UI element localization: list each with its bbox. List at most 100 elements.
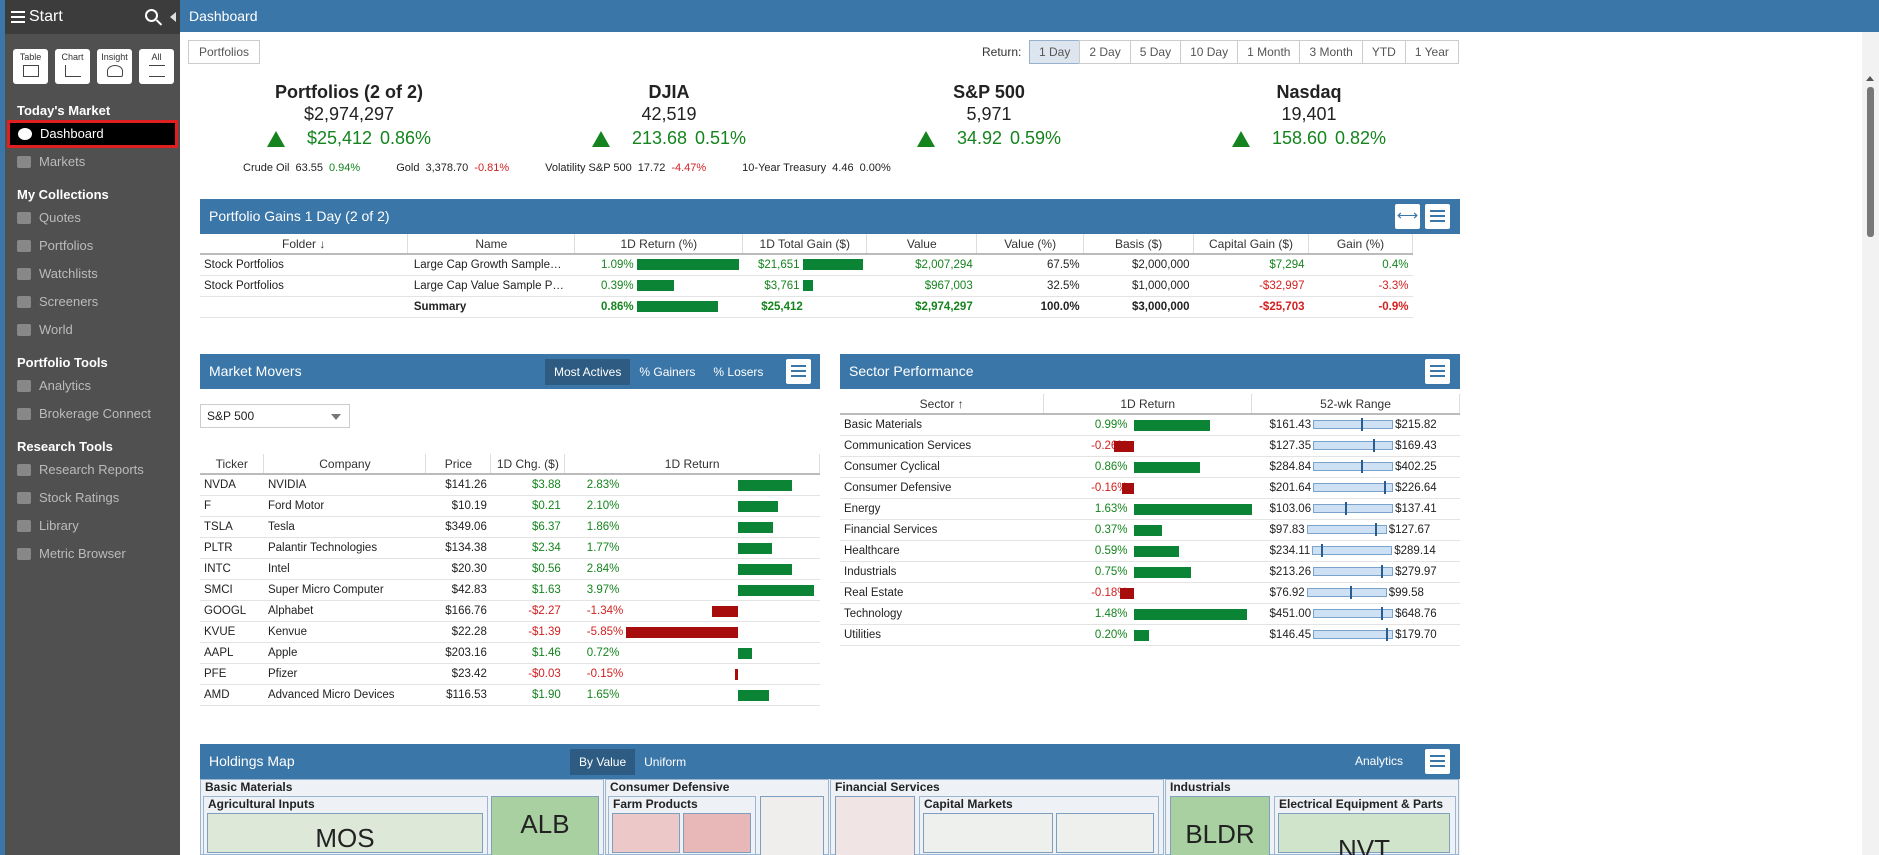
scrollbar-thumb[interactable] [1867, 87, 1874, 237]
all-view-button[interactable]: All [139, 49, 174, 84]
treemap-subgroup[interactable]: Farm Products [608, 796, 756, 855]
treemap-tile[interactable] [923, 813, 1053, 853]
table-row[interactable]: TSLA Tesla $349.06 $6.37 1.86% [200, 516, 820, 538]
menu-icon[interactable] [786, 359, 811, 384]
ticker-cell[interactable]: NVDA [200, 474, 264, 496]
commodity-volatility[interactable]: Volatility S&P 500 17.72 -4.47% [545, 162, 707, 174]
table-row[interactable]: PLTR Palantir Technologies $134.38 $2.34 1.7… [200, 537, 820, 559]
treemap-tile[interactable]: BLDR [1170, 796, 1270, 855]
treemap-tile[interactable] [835, 796, 915, 855]
summary-portfolios[interactable]: Portfolios (2 of 2) $2,974,297 $25,412 0.… [219, 82, 479, 149]
table-row[interactable]: AAPL Apple $203.16 $1.46 0.72% [200, 642, 820, 664]
menu-icon[interactable] [1425, 749, 1450, 774]
sidebar-item-dashboard[interactable]: Dashboard [7, 120, 178, 148]
return-3-month-button[interactable]: 3 Month [1299, 40, 1363, 64]
return-10-day-button[interactable]: 10 Day [1180, 40, 1239, 64]
table-row[interactable]: NVDA NVIDIA $141.26 $3.88 2.83% [200, 474, 820, 496]
table-row[interactable]: Energy 1.63% $103.06 $137.41 [840, 498, 1460, 520]
sidebar-item-screeners[interactable]: Screeners [5, 288, 180, 316]
summary-djia[interactable]: DJIA 42,519 213.68 0.51% [539, 82, 799, 149]
ticker-cell[interactable]: INTC [200, 558, 264, 580]
table-row[interactable]: SMCI Super Micro Computer $42.83 $1.63 3.97% [200, 579, 820, 601]
sector-name-cell[interactable]: Energy [840, 498, 1044, 520]
return-5-day-button[interactable]: 5 Day [1129, 40, 1182, 64]
summary-nasdaq[interactable]: Nasdaq 19,401 158.60 0.82% [1179, 82, 1439, 149]
col-ticker[interactable]: Ticker [200, 454, 265, 475]
ticker-cell[interactable]: SMCI [200, 579, 264, 601]
sector-name-cell[interactable]: Real Estate [840, 582, 1044, 604]
table-row[interactable]: Communication Services -0.26% $127.35 $169.… [840, 435, 1460, 457]
treemap-tile[interactable] [760, 796, 824, 855]
table-row[interactable]: KVUE Kenvue $22.28 -$1.39 -5.85% [200, 621, 820, 643]
table-row[interactable]: F Ford Motor $10.19 $0.21 2.10% [200, 495, 820, 517]
treemap-tile[interactable] [1056, 813, 1154, 853]
col-1d-return[interactable]: 1D Return [1043, 394, 1253, 415]
menu-icon[interactable] [1425, 359, 1450, 384]
sector-name-cell[interactable]: Financial Services [840, 519, 1044, 541]
tab-pct-gainers[interactable]: % Gainers [639, 365, 696, 379]
summary-sp500[interactable]: S&P 500 5,971 34.92 0.59% [859, 82, 1119, 149]
col-name[interactable]: Name [407, 234, 576, 255]
sidebar-title[interactable]: Start [29, 8, 63, 25]
col-sector[interactable]: Sector ↑ [840, 394, 1045, 415]
sidebar-item-stock-ratings[interactable]: Stock Ratings [5, 484, 180, 512]
expand-icon[interactable]: ⟷ [1395, 204, 1420, 229]
table-row[interactable]: Consumer Defensive -0.16% $201.64 $226.64 [840, 477, 1460, 499]
col-basis[interactable]: Basis ($) [1083, 234, 1195, 255]
tab-by-value[interactable]: By Value [570, 749, 636, 775]
table-row[interactable]: AMD Advanced Micro Devices $116.53 $1.90 1.6… [200, 684, 820, 706]
table-row[interactable]: Healthcare 0.59% $234.11 $289.14 [840, 540, 1460, 562]
treemap-subgroup[interactable]: Agricultural Inputs MOS [203, 796, 488, 855]
sector-name-cell[interactable]: Utilities [840, 624, 1044, 646]
table-row[interactable]: GOOGL Alphabet $166.76 -$2.27 -1.34% [200, 600, 820, 622]
tab-most-actives[interactable]: Most Actives [545, 359, 631, 385]
tab-uniform[interactable]: Uniform [644, 755, 687, 769]
vertical-scrollbar[interactable] [1862, 32, 1879, 855]
sidebar-item-library[interactable]: Library [5, 512, 180, 540]
return-1-year-button[interactable]: 1 Year [1404, 40, 1459, 64]
sector-name-cell[interactable]: Consumer Cyclical [840, 456, 1044, 478]
tab-pct-losers[interactable]: % Losers [713, 365, 764, 379]
collapse-sidebar-icon[interactable] [170, 12, 176, 22]
col-1d-total-gain[interactable]: 1D Total Gain ($) [742, 234, 868, 255]
treemap-tile[interactable]: MOS [207, 813, 483, 853]
sidebar-item-watchlists[interactable]: Watchlists [5, 260, 180, 288]
scroll-up-icon[interactable] [1866, 76, 1874, 81]
col-1d-return[interactable]: 1D Return [564, 454, 820, 475]
treemap-tile[interactable]: NVT [1278, 813, 1450, 855]
commodity-10yr-treasury[interactable]: 10-Year Treasury 4.46 0.00% [742, 162, 891, 174]
index-select[interactable]: S&P 500 [200, 404, 350, 428]
commodity-crude-oil[interactable]: Crude Oil 63.55 0.94% [243, 162, 361, 174]
sidebar-item-quotes[interactable]: Quotes [5, 204, 180, 232]
table-row[interactable]: Stock Portfolios Large Cap Value Sample … [200, 275, 1413, 297]
treemap-group[interactable]: Financial Services Capital Markets [830, 779, 1164, 855]
return-1-day-button[interactable]: 1 Day [1029, 40, 1081, 64]
ticker-cell[interactable]: KVUE [200, 621, 264, 643]
table-view-button[interactable]: Table [13, 49, 48, 84]
sector-name-cell[interactable]: Communication Services [840, 435, 1044, 457]
treemap-subgroup[interactable]: Electrical Equipment & Parts NVT [1274, 796, 1456, 855]
treemap-group[interactable]: Consumer Defensive Farm Products [605, 779, 829, 855]
sector-name-cell[interactable]: Technology [840, 603, 1044, 625]
table-row[interactable]: Stock Portfolios Large Cap Growth Sample… [200, 254, 1413, 276]
hamburger-menu-icon[interactable] [11, 11, 25, 23]
col-folder[interactable]: Folder ↓ [200, 234, 409, 255]
search-icon[interactable] [145, 9, 158, 22]
treemap-group[interactable]: Industrials BLDR Electrical Equipment & … [1165, 779, 1459, 855]
table-row[interactable]: Utilities 0.20% $146.45 $179.70 [840, 624, 1460, 646]
table-row[interactable]: Financial Services 0.37% $97.83 $127.67 [840, 519, 1460, 541]
sector-name-cell[interactable]: Consumer Defensive [840, 477, 1044, 499]
table-row[interactable]: Technology 1.48% $451.00 $648.76 [840, 603, 1460, 625]
treemap-tile[interactable] [683, 813, 751, 853]
return-1-month-button[interactable]: 1 Month [1237, 40, 1301, 64]
sidebar-item-portfolios[interactable]: Portfolios [5, 232, 180, 260]
ticker-cell[interactable]: GOOGL [200, 600, 264, 622]
analytics-link[interactable]: Analytics [1355, 754, 1404, 768]
table-row[interactable]: INTC Intel $20.30 $0.56 2.84% [200, 558, 820, 580]
col-value[interactable]: Value [866, 234, 978, 255]
treemap-tile[interactable] [612, 813, 680, 853]
commodity-gold[interactable]: Gold 3,378.70 -0.81% [396, 162, 510, 174]
col-1d-return[interactable]: 1D Return (%) [574, 234, 744, 255]
table-row[interactable]: Basic Materials 0.99% $161.43 $215.82 [840, 414, 1460, 436]
col-gain-pct[interactable]: Gain (%) [1308, 234, 1413, 255]
